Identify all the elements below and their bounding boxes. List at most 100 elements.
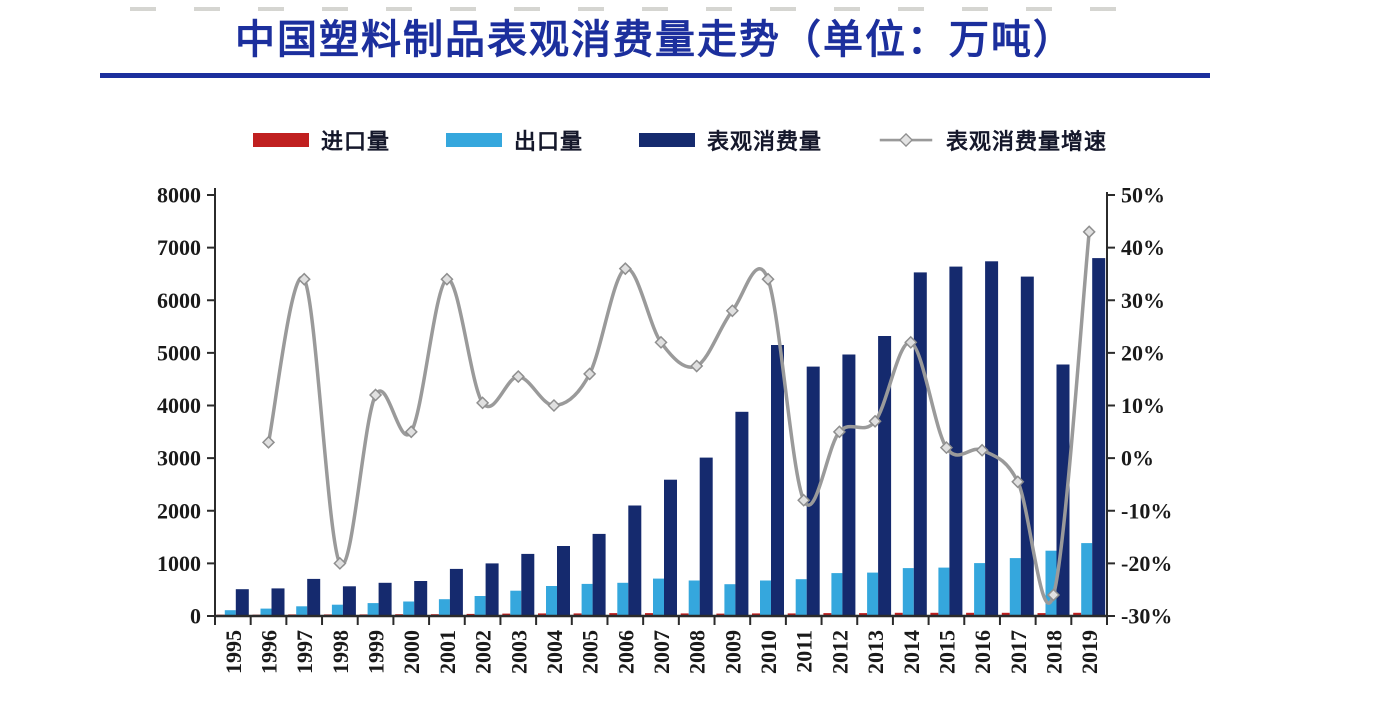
bar bbox=[331, 604, 343, 616]
bar bbox=[894, 612, 903, 616]
bar bbox=[795, 579, 807, 616]
growth-marker-icon bbox=[368, 388, 383, 402]
x-tick-label: 2000 bbox=[399, 630, 424, 674]
growth-line-group bbox=[261, 225, 1096, 605]
bar bbox=[735, 411, 749, 616]
bar bbox=[449, 568, 463, 616]
x-tick-label: 1998 bbox=[328, 630, 353, 674]
legend-label-imports: 进口量 bbox=[320, 129, 390, 154]
legend-item-consumption: 表观消费量 bbox=[639, 124, 822, 156]
bar bbox=[573, 613, 582, 616]
growth-marker-icon bbox=[654, 335, 668, 349]
left-tick-label: 6000 bbox=[157, 288, 201, 313]
legend-item-growth-rate: 表观消费量增速 bbox=[878, 124, 1107, 156]
growth-marker-icon bbox=[511, 369, 525, 384]
bar bbox=[867, 572, 879, 616]
bar bbox=[938, 567, 950, 616]
x-tick-label: 2013 bbox=[863, 630, 888, 674]
growth-line-marker-icon bbox=[879, 133, 933, 147]
growth-marker-icon bbox=[261, 435, 276, 449]
bar bbox=[581, 583, 593, 616]
bar bbox=[985, 261, 999, 616]
x-tick-label: 1995 bbox=[221, 630, 246, 674]
bar bbox=[592, 533, 606, 616]
bar bbox=[342, 586, 356, 616]
growth-marker-icon bbox=[476, 396, 490, 410]
legend-label-exports: 出口量 bbox=[513, 129, 583, 154]
bars-group bbox=[216, 258, 1106, 616]
bar bbox=[1081, 543, 1093, 616]
x-tick-label: 2008 bbox=[685, 630, 710, 674]
bar bbox=[645, 613, 653, 616]
growth-marker-icon bbox=[868, 414, 882, 428]
left-tick-label: 2000 bbox=[157, 498, 201, 523]
imports-swatch bbox=[252, 133, 309, 147]
title-underline bbox=[100, 73, 1210, 78]
bar bbox=[664, 479, 677, 616]
legend-label-consumption: 表观消费量 bbox=[707, 129, 823, 154]
growth-marker-icon bbox=[725, 304, 739, 318]
bar bbox=[966, 612, 975, 616]
x-tick-label: 1996 bbox=[257, 630, 282, 674]
bar bbox=[296, 606, 308, 616]
bar bbox=[878, 336, 892, 616]
growth-marker-icon bbox=[904, 335, 918, 349]
x-tick-label: 2001 bbox=[435, 630, 460, 674]
bar bbox=[831, 573, 843, 616]
growth-marker-icon bbox=[333, 556, 347, 570]
bar bbox=[823, 613, 832, 616]
x-tick-label: 2003 bbox=[506, 630, 531, 674]
title-block: 中国塑料制品表观消费量走势（单位：万吨） bbox=[100, 16, 1210, 78]
bar bbox=[557, 546, 570, 616]
bar bbox=[842, 354, 856, 616]
bar bbox=[367, 603, 379, 616]
bar bbox=[806, 366, 820, 616]
growth-marker-icon bbox=[975, 443, 989, 457]
x-tick-label: 2012 bbox=[827, 630, 852, 674]
x-tick-label: 2004 bbox=[542, 630, 567, 674]
left-tick-label: 4000 bbox=[157, 393, 201, 418]
bar bbox=[224, 610, 236, 616]
x-tick-label: 2011 bbox=[792, 630, 817, 673]
bar bbox=[724, 584, 736, 616]
bar bbox=[930, 612, 939, 616]
left-tick-label: 5000 bbox=[157, 340, 201, 365]
axes-group bbox=[207, 188, 1115, 625]
growth-marker-icon bbox=[618, 262, 632, 276]
bar bbox=[902, 568, 914, 616]
x-tick-label: 2007 bbox=[649, 630, 674, 674]
bar bbox=[235, 589, 249, 616]
bar bbox=[546, 586, 557, 616]
right-tick-label: 20% bbox=[1121, 340, 1165, 365]
x-tick-label: 2017 bbox=[1006, 630, 1031, 674]
bar bbox=[760, 580, 771, 616]
bar bbox=[699, 457, 713, 616]
left-tick-label: 3000 bbox=[157, 446, 201, 471]
bar bbox=[609, 613, 618, 616]
growth-marker-icon bbox=[440, 272, 454, 286]
bar bbox=[688, 580, 700, 616]
bar bbox=[538, 613, 546, 616]
right-tick-label: -20% bbox=[1121, 551, 1172, 576]
chart-legend: 进口量 出口量 表观消费量 表观消费量增速 bbox=[0, 124, 1380, 156]
right-tick-label: -10% bbox=[1121, 498, 1172, 523]
right-tick-label: 30% bbox=[1121, 288, 1165, 313]
bar bbox=[787, 613, 796, 616]
bar bbox=[1009, 558, 1021, 616]
bar-series-1 bbox=[224, 543, 1093, 616]
bar bbox=[378, 582, 392, 616]
growth-line bbox=[266, 230, 1091, 605]
bar bbox=[307, 578, 321, 616]
bar bbox=[1001, 612, 1010, 616]
x-tick-label: 2010 bbox=[756, 630, 781, 674]
right-axis-labels: -30% -20% -10% 0% 10% 20% 30% 40% 50% bbox=[1121, 183, 1172, 629]
growth-marker-icon bbox=[547, 398, 561, 413]
bar bbox=[1073, 612, 1082, 616]
x-tick-label: 2019 bbox=[1077, 630, 1102, 674]
x-tick-label: 1999 bbox=[364, 630, 389, 674]
growth-marker-icon bbox=[1046, 588, 1061, 602]
bar bbox=[1092, 258, 1106, 616]
